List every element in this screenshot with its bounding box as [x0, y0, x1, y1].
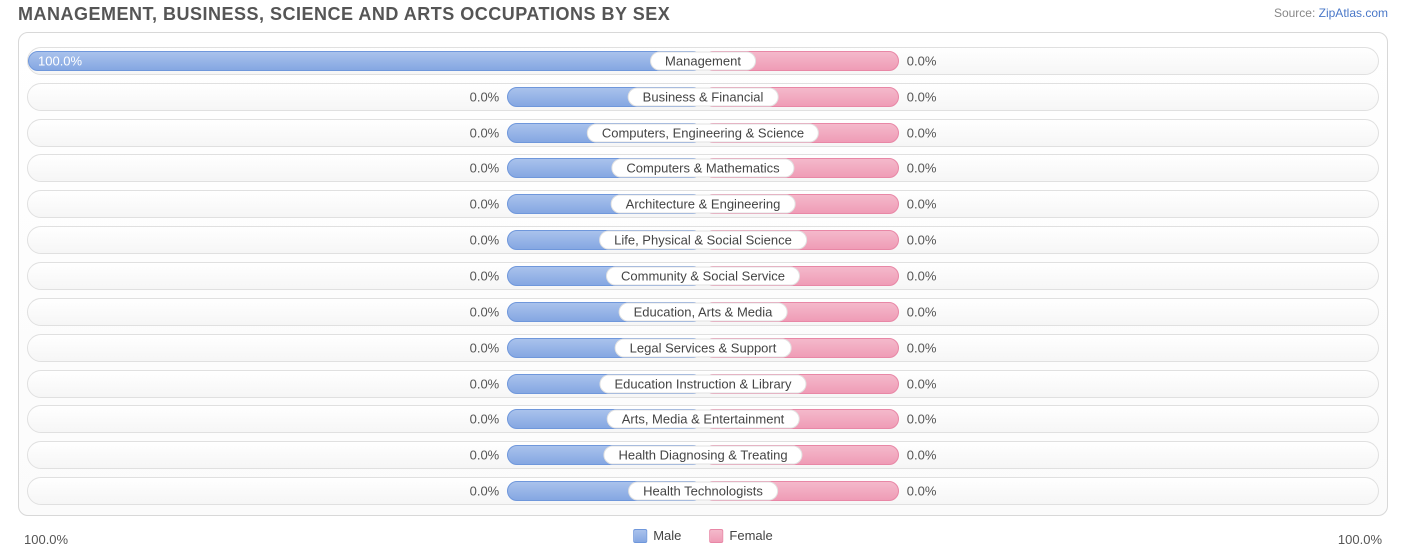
value-label-female: 0.0% — [907, 89, 937, 104]
value-label-female: 0.0% — [907, 304, 937, 319]
value-label-female: 0.0% — [907, 125, 937, 140]
value-label-male: 100.0% — [38, 53, 82, 68]
legend-label-female: Female — [729, 528, 772, 543]
category-label: Legal Services & Support — [615, 338, 792, 357]
value-label-female: 0.0% — [907, 412, 937, 427]
value-label-male: 0.0% — [470, 304, 500, 319]
category-label: Computers, Engineering & Science — [587, 123, 819, 142]
chart-row: 0.0% 0.0% Business & Financial — [27, 83, 1379, 111]
chart-row: 0.0% 0.0% Community & Social Service — [27, 262, 1379, 290]
chart-row: 0.0% 0.0% Computers, Engineering & Science — [27, 119, 1379, 147]
value-label-female: 0.0% — [907, 376, 937, 391]
legend-swatch-male — [633, 529, 647, 543]
chart-footer: 100.0% Male Female 100.0% — [18, 520, 1388, 554]
value-label-male: 0.0% — [470, 448, 500, 463]
category-label: Health Technologists — [628, 482, 778, 501]
category-label: Health Diagnosing & Treating — [603, 446, 802, 465]
category-label: Arts, Media & Entertainment — [607, 410, 800, 429]
source-link[interactable]: ZipAtlas.com — [1319, 6, 1388, 20]
value-label-male: 0.0% — [470, 268, 500, 283]
chart-row: 0.0% 0.0% Arts, Media & Entertainment — [27, 405, 1379, 433]
value-label-female: 0.0% — [907, 161, 937, 176]
value-label-female: 0.0% — [907, 197, 937, 212]
chart-plot-area: 100.0% 0.0% Management 0.0% 0.0% Business & F… — [18, 32, 1388, 516]
value-label-female: 0.0% — [907, 340, 937, 355]
category-label: Education Instruction & Library — [599, 374, 806, 393]
legend-label-male: Male — [653, 528, 681, 543]
chart-header: MANAGEMENT, BUSINESS, SCIENCE AND ARTS O… — [0, 0, 1406, 25]
source-prefix: Source: — [1274, 6, 1319, 20]
value-label-female: 0.0% — [907, 268, 937, 283]
category-label: Architecture & Engineering — [611, 195, 796, 214]
value-label-male: 0.0% — [470, 376, 500, 391]
value-label-male: 0.0% — [470, 412, 500, 427]
value-label-male: 0.0% — [470, 233, 500, 248]
value-label-male: 0.0% — [470, 161, 500, 176]
chart-row: 0.0% 0.0% Education, Arts & Media — [27, 298, 1379, 326]
chart-title: MANAGEMENT, BUSINESS, SCIENCE AND ARTS O… — [18, 4, 670, 25]
chart-row: 0.0% 0.0% Computers & Mathematics — [27, 154, 1379, 182]
legend-item-female: Female — [709, 528, 772, 543]
value-label-male: 0.0% — [470, 484, 500, 499]
chart-row: 0.0% 0.0% Health Diagnosing & Treating — [27, 441, 1379, 469]
value-label-female: 0.0% — [907, 233, 937, 248]
chart-row: 0.0% 0.0% Life, Physical & Social Science — [27, 226, 1379, 254]
chart-row: 0.0% 0.0% Education Instruction & Library — [27, 370, 1379, 398]
value-label-male: 0.0% — [470, 125, 500, 140]
category-label: Community & Social Service — [606, 266, 800, 285]
category-label: Life, Physical & Social Science — [599, 231, 807, 250]
chart-row: 0.0% 0.0% Legal Services & Support — [27, 334, 1379, 362]
chart-row: 100.0% 0.0% Management — [27, 47, 1379, 75]
value-label-male: 0.0% — [470, 89, 500, 104]
category-label: Management — [650, 51, 756, 70]
chart-source: Source: ZipAtlas.com — [1274, 4, 1388, 20]
category-label: Business & Financial — [628, 87, 779, 106]
value-label-male: 0.0% — [470, 340, 500, 355]
chart-row: 0.0% 0.0% Health Technologists — [27, 477, 1379, 505]
axis-label-right: 100.0% — [1338, 532, 1382, 547]
bar-male — [28, 51, 703, 71]
legend-swatch-female — [709, 529, 723, 543]
category-label: Education, Arts & Media — [619, 302, 788, 321]
value-label-male: 0.0% — [470, 197, 500, 212]
axis-label-left: 100.0% — [24, 532, 68, 547]
value-label-female: 0.0% — [907, 484, 937, 499]
chart-legend: Male Female — [633, 528, 773, 543]
value-label-female: 0.0% — [907, 448, 937, 463]
value-label-female: 0.0% — [907, 53, 937, 68]
category-label: Computers & Mathematics — [611, 159, 794, 178]
legend-item-male: Male — [633, 528, 681, 543]
chart-row: 0.0% 0.0% Architecture & Engineering — [27, 190, 1379, 218]
